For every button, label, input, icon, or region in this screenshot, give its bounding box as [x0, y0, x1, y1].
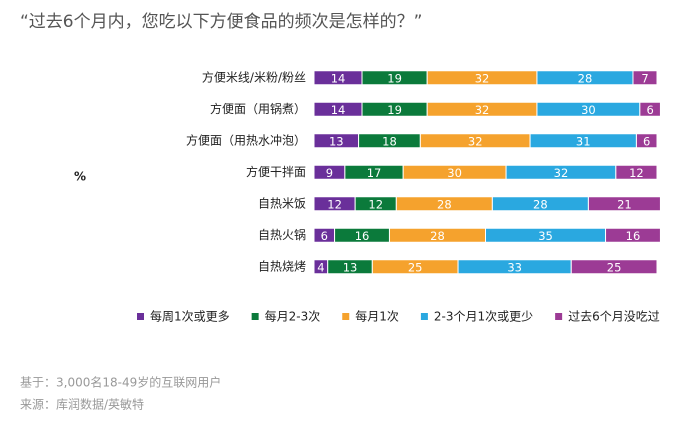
value-label: 13: [343, 260, 358, 274]
value-label: 14: [331, 103, 346, 117]
value-label: 32: [475, 103, 490, 117]
legend-label: 每月2-3次: [265, 309, 321, 324]
category-label: 自热火锅: [258, 227, 306, 242]
value-label: 32: [554, 166, 569, 180]
value-label: 19: [387, 103, 402, 117]
value-label: 32: [468, 134, 483, 148]
category-label: 方便干拌面: [246, 164, 306, 179]
value-label: 35: [538, 229, 553, 243]
legend-marker: [251, 313, 259, 320]
value-label: 28: [437, 197, 452, 211]
category-label: 自热米饭: [258, 196, 306, 210]
legend-label: 2-3个月1次或更少: [434, 310, 533, 324]
category-label: 自热烧烤: [258, 258, 306, 273]
bar-segment: [635, 133, 658, 149]
value-label: 16: [626, 229, 641, 243]
value-label: 4: [317, 260, 324, 274]
value-label: 6: [646, 103, 653, 117]
bar-segment: [570, 259, 658, 275]
value-label: 9: [326, 166, 333, 180]
value-label: 14: [331, 71, 346, 85]
category-label: 方便面（用锅煮）: [210, 101, 306, 116]
legend-label: 过去6个月没吃过: [568, 309, 660, 324]
value-label: 13: [329, 134, 344, 148]
value-label: 28: [533, 197, 548, 211]
bar-segment: [605, 227, 661, 243]
bar-segment: [639, 101, 661, 117]
legend-label: 每月1次: [355, 309, 399, 324]
category-label: 方便面（用热水冲泡）: [186, 132, 306, 147]
value-label: 30: [581, 103, 596, 117]
value-label: 17: [367, 166, 382, 180]
value-label: 21: [617, 197, 632, 211]
value-label: 16: [355, 229, 370, 243]
legend-marker: [555, 313, 563, 320]
value-label: 18: [382, 134, 397, 148]
legend-marker: [342, 313, 350, 320]
value-label: 25: [607, 260, 622, 274]
chart-title: “过去6个月内，您吃以下方便食品的频次是怎样的？”: [20, 12, 422, 32]
value-label: 28: [430, 229, 445, 243]
value-label: 7: [641, 71, 648, 85]
value-label: 12: [629, 166, 644, 180]
note: 来源：库润数据/英敏特: [20, 397, 144, 412]
value-label: 12: [327, 197, 342, 211]
value-label: 28: [578, 71, 593, 85]
value-label: 30: [447, 166, 462, 180]
value-label: 25: [408, 260, 423, 274]
value-label: 6: [321, 229, 328, 243]
value-label: 12: [368, 197, 383, 211]
bar-segment: [615, 164, 658, 180]
value-label: 31: [576, 134, 591, 148]
value-label: 33: [507, 260, 522, 274]
bar-segment: [632, 70, 658, 86]
legend-marker: [420, 313, 428, 320]
category-label: 方便米线/米粉/粉丝: [202, 69, 306, 84]
value-label: 6: [643, 134, 650, 148]
value-label: 32: [475, 71, 490, 85]
bar-segment: [587, 196, 661, 212]
value-label: 19: [387, 71, 402, 85]
legend-marker: [137, 313, 144, 320]
axis-label: %: [74, 170, 86, 184]
legend-label: 每周1次或更多: [150, 309, 230, 324]
note: 基于：3,000名18-49岁的互联网用户: [20, 375, 221, 390]
